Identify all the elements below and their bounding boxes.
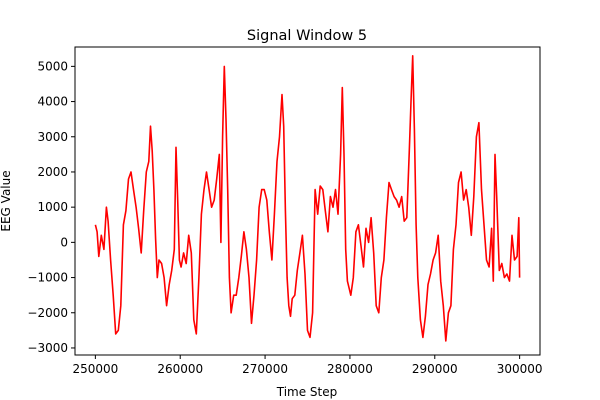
y-tick-label: −3000 <box>27 341 68 355</box>
y-tick-label: 1000 <box>37 200 68 214</box>
x-tick-label: 280000 <box>327 362 373 376</box>
y-tick-label: 4000 <box>37 95 68 109</box>
x-tick-label: 290000 <box>412 362 458 376</box>
x-tick-label: 300000 <box>497 362 543 376</box>
plot-area-frame <box>74 46 541 356</box>
y-axis-label: EEG Value <box>0 170 13 231</box>
y-tick-label: −2000 <box>27 306 68 320</box>
chart-title: Signal Window 5 <box>247 28 367 44</box>
x-tick-label: 270000 <box>242 362 288 376</box>
y-tick-label: 5000 <box>37 59 68 73</box>
x-tick-label: 250000 <box>72 362 118 376</box>
x-tick-label: 260000 <box>157 362 203 376</box>
y-tick-label: −1000 <box>27 271 68 285</box>
y-tick-label: 3000 <box>37 130 68 144</box>
y-tick-label: 0 <box>60 235 68 249</box>
series-line-0 <box>94 54 521 342</box>
x-axis-label: Time Step <box>276 385 338 399</box>
y-tick-label: 2000 <box>37 165 68 179</box>
